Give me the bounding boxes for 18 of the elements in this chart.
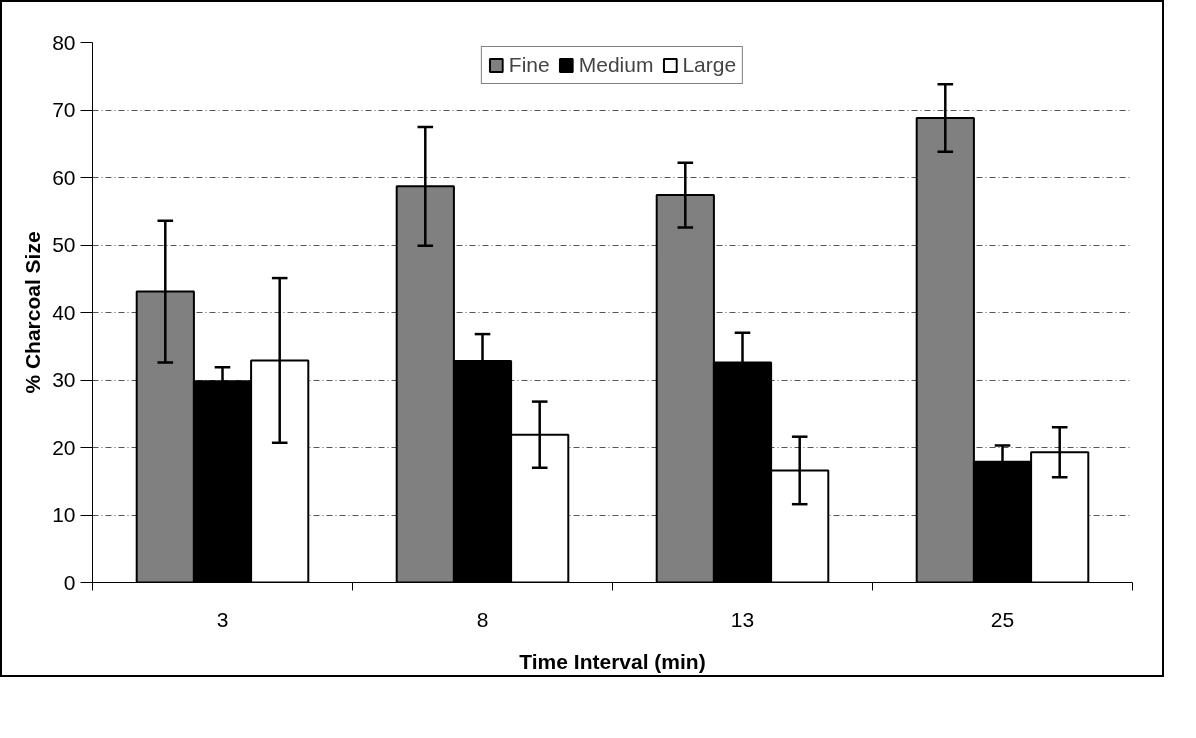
y-tick-label: 60	[52, 165, 76, 189]
y-tick-label: 70	[52, 98, 76, 121]
y-tick-label: 10	[52, 503, 76, 526]
x-axis-title: Time Interval (min)	[519, 649, 706, 673]
y-tick-label: 80	[52, 30, 76, 54]
x-tick-label: 13	[730, 607, 755, 631]
y-tick-label: 40	[52, 300, 76, 324]
y-axis-title: % Charcoal Size	[21, 231, 45, 394]
x-tick-label: 25	[990, 607, 1015, 631]
x-tick-label: 3	[216, 607, 229, 631]
y-tick-label: 50	[52, 233, 76, 256]
y-tick-label: 0	[63, 570, 76, 594]
legend-label: Medium	[578, 53, 654, 77]
y-tick-label: 30	[52, 368, 76, 391]
legend-label: Large	[682, 53, 737, 77]
y-tick-label: 20	[52, 435, 76, 459]
legend-label: Fine	[508, 53, 550, 77]
x-tick-label: 8	[476, 607, 489, 631]
